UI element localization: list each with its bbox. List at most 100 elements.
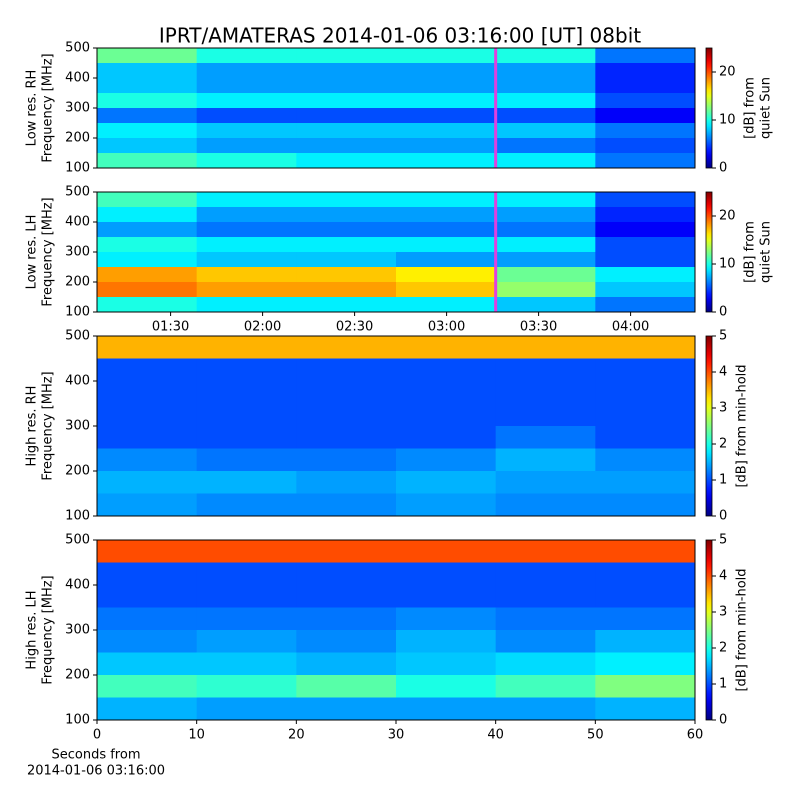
heatmap-cell — [296, 222, 397, 238]
heatmap-cell — [495, 48, 596, 64]
heatmap-cell — [495, 108, 596, 124]
heatmap-cell — [196, 585, 297, 608]
heatmap-cell — [595, 297, 696, 313]
heatmap-cell — [396, 153, 497, 169]
heatmap-cell — [495, 403, 596, 427]
heatmap-cell — [296, 336, 397, 359]
heatmap-cell — [97, 336, 198, 359]
heatmap-cell — [196, 540, 297, 563]
y-axis-label: Low res. RH — [25, 70, 40, 147]
heatmap-cell — [595, 630, 696, 653]
y-axis-label: High res. RH — [25, 386, 40, 467]
heatmap-cell — [595, 108, 696, 124]
colorbar-tick-label: 5 — [719, 329, 727, 344]
heatmap-cell — [97, 78, 198, 94]
heatmap-cell — [97, 493, 198, 517]
heatmap-cell — [595, 123, 696, 139]
heatmap-cell — [396, 675, 497, 698]
heatmap-cell — [495, 63, 596, 79]
colorbar-label: [dB] from min-hold — [735, 568, 750, 691]
heatmap-cell — [595, 207, 696, 223]
heatmap-cell — [196, 192, 297, 208]
x-tick-label: 30 — [388, 728, 405, 743]
heatmap-cell — [396, 93, 497, 109]
heatmap-cell — [97, 675, 198, 698]
y-tick-label: 500 — [65, 533, 90, 548]
y-axis-label: Frequency [MHz] — [41, 197, 56, 306]
heatmap-cell — [595, 562, 696, 586]
colorbar-label: [dB] from — [743, 221, 758, 283]
heatmap-cell — [495, 297, 596, 313]
colorbar-tick-label: 0 — [719, 305, 727, 320]
heatmap-cell — [196, 448, 297, 472]
heatmap-cell — [97, 358, 198, 382]
heatmap-cell — [296, 153, 397, 169]
heatmap-cell — [196, 108, 297, 124]
heatmap-cell — [296, 138, 397, 154]
heatmap-cell — [396, 78, 497, 94]
heatmap-cell — [296, 63, 397, 79]
heatmap-cell — [196, 426, 297, 449]
heatmap-cell — [495, 93, 596, 109]
heatmap-cell — [296, 652, 397, 676]
y-axis-label: Frequency [MHz] — [41, 575, 56, 684]
heatmap-cell — [495, 426, 596, 449]
colorbar-label: quiet Sun — [759, 77, 774, 139]
x-axis-label: Seconds from — [51, 748, 140, 763]
heatmap-cell — [595, 652, 696, 676]
heatmap-cell — [396, 426, 497, 449]
y-axis-label: Frequency [MHz] — [41, 53, 56, 162]
heatmap-cell — [196, 297, 297, 313]
heatmap-cell — [495, 652, 596, 676]
heatmap-cell — [396, 297, 497, 313]
x-tick-label: 50 — [587, 728, 604, 743]
y-tick-label: 200 — [65, 275, 90, 290]
heatmap-cell — [595, 675, 696, 698]
heatmap-cell — [296, 192, 397, 208]
heatmap-cell — [396, 108, 497, 124]
heatmap-cell — [396, 282, 497, 298]
heatmap-cell — [495, 607, 596, 631]
heatmap-cell — [396, 207, 497, 223]
heatmap-cell — [296, 630, 397, 653]
heatmap-cell — [196, 267, 297, 283]
heatmap-cell — [595, 63, 696, 79]
heatmap-cell — [495, 78, 596, 94]
heatmap-cell — [396, 48, 497, 64]
heatmap-cell — [595, 381, 696, 404]
y-tick-label: 100 — [65, 305, 90, 320]
heatmap-cell — [196, 697, 297, 721]
heatmap-cell — [97, 138, 198, 154]
heatmap-cell — [296, 48, 397, 64]
colorbar — [705, 539, 713, 721]
x-axis-label: 2014-01-06 03:16:00 — [27, 764, 165, 779]
y-tick-label: 100 — [65, 713, 90, 728]
heatmap-cell — [396, 252, 497, 268]
heatmap-cell — [595, 78, 696, 94]
heatmap-cell — [196, 607, 297, 631]
heatmap-cell — [97, 426, 198, 449]
heatmap-cell — [97, 540, 198, 563]
heatmap-cell — [396, 237, 497, 253]
colorbar-tick-label: 1 — [719, 473, 727, 488]
heatmap-cell — [296, 252, 397, 268]
heatmap-cell — [495, 336, 596, 359]
colorbar-tick-label: 10 — [719, 113, 736, 128]
y-tick-label: 100 — [65, 161, 90, 176]
heatmap-cell — [396, 63, 497, 79]
heatmap-cell — [196, 222, 297, 238]
heatmap-cell — [196, 675, 297, 698]
heatmap-cell — [196, 336, 297, 359]
heatmap-cell — [196, 282, 297, 298]
colorbar-tick-label: 4 — [719, 365, 727, 380]
heatmap-cell — [196, 471, 297, 494]
heatmap-cell — [296, 585, 397, 608]
heatmap-cell — [196, 237, 297, 253]
heatmap-cell — [296, 207, 397, 223]
x-tick-label: 03:00 — [428, 320, 465, 335]
heatmap-cell — [396, 336, 497, 359]
heatmap-cell — [495, 267, 596, 283]
heatmap-cell — [396, 652, 497, 676]
heatmap-cell — [97, 471, 198, 494]
heatmap-cell — [396, 471, 497, 494]
